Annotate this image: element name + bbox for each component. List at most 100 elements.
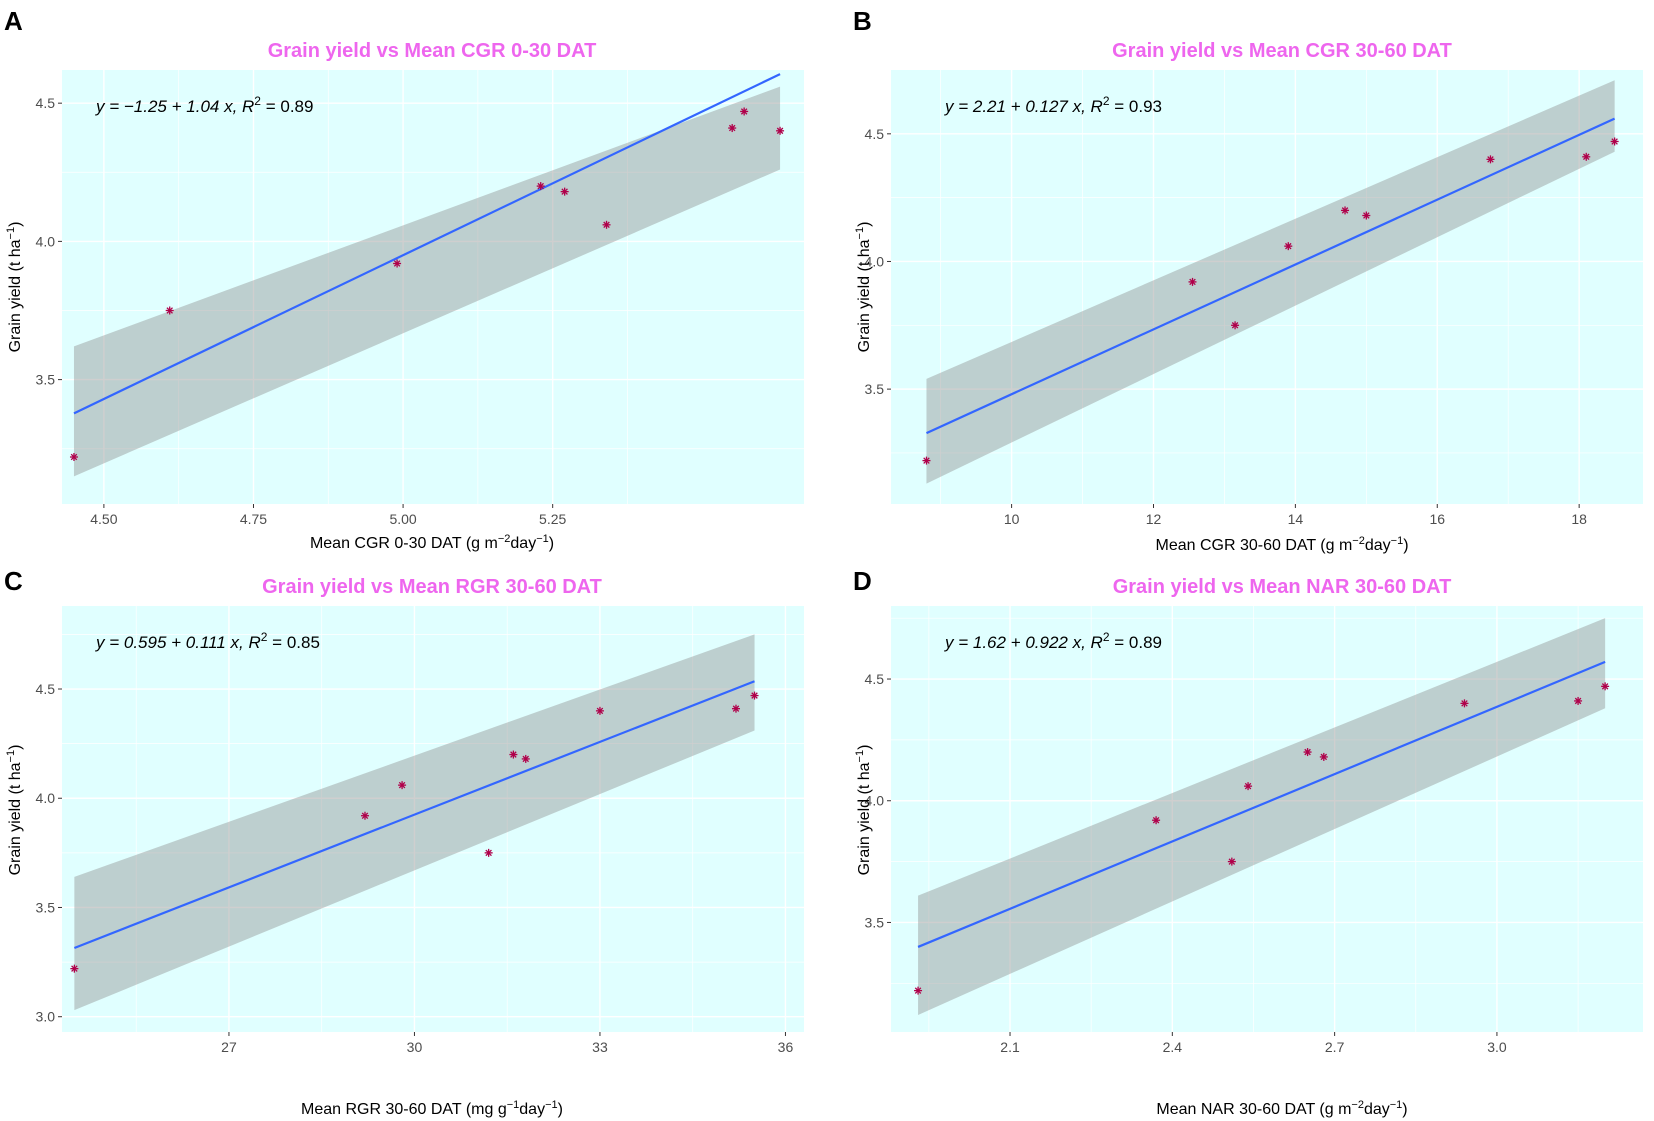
x-tick-label: 12 — [1146, 511, 1162, 527]
panel-a: A Grain yield vs Mean CGR 0-30 DAT 4.50 4… — [0, 0, 827, 560]
x-axis-ticks: 2.1 2.4 2.7 3.0 — [1000, 1032, 1507, 1055]
x-axis-label: Mean NAR 30-60 DAT (g m−2day−1) — [1156, 1099, 1407, 1118]
x-axis-label-mid: day — [1365, 537, 1391, 554]
data-point — [740, 107, 749, 116]
y-axis-label-sup: −1 — [5, 750, 17, 763]
equation-superscript: 2 — [1103, 94, 1110, 108]
regression-equation: y = 1.62 + 0.922 x, R2 = 0.89 — [944, 630, 1162, 652]
y-tick-label: 4.5 — [36, 681, 56, 697]
plot-background — [891, 70, 1643, 504]
x-axis-ticks: 10 12 14 16 18 — [1004, 504, 1587, 527]
data-point — [69, 453, 78, 462]
x-axis-label-mid: day — [1364, 1101, 1390, 1118]
data-point — [1244, 782, 1253, 791]
y-axis-label-end: ) — [7, 745, 24, 750]
data-point — [1460, 699, 1469, 708]
x-tick-label: 18 — [1571, 511, 1587, 527]
x-tick-label: 3.0 — [1487, 1039, 1507, 1055]
panel-letter: A — [4, 6, 23, 36]
plot-background — [62, 606, 804, 1032]
major-gridlines — [891, 70, 1643, 504]
x-axis-label-sup1: −1 — [507, 1099, 520, 1111]
panel-letter: B — [853, 6, 872, 36]
x-tick-label: 2.4 — [1163, 1039, 1183, 1055]
equation-text: y = 1.62 + 0.922 x, R — [944, 633, 1103, 652]
data-point — [484, 848, 493, 857]
x-axis-label-end: ) — [1403, 537, 1408, 554]
plot-background — [62, 70, 804, 504]
panel-letter: C — [4, 566, 23, 596]
x-axis-label-text: Mean CGR 30-60 DAT (g m — [1155, 537, 1352, 554]
data-point — [536, 182, 545, 191]
y-axis-label-end: ) — [856, 222, 873, 227]
data-point — [1227, 857, 1236, 866]
data-point — [728, 124, 737, 133]
y-tick-label: 3.5 — [865, 381, 885, 397]
x-axis-label-mid: day — [510, 535, 536, 552]
data-point — [595, 706, 604, 715]
equation-text: y = −1.25 + 1.04 x, R — [95, 97, 254, 116]
data-point — [398, 781, 407, 790]
y-axis-label: Grain yield (t ha−1) — [5, 745, 24, 876]
y-tick-label: 4.0 — [36, 790, 56, 806]
y-tick-label: 3.5 — [36, 372, 56, 388]
data-points — [70, 691, 759, 973]
equation-text: y = 0.595 + 0.111 x, R — [95, 633, 261, 652]
chart-svg: A Grain yield vs Mean CGR 0-30 DAT 4.50 4… — [4, 6, 804, 552]
chart-svg: B Grain yield vs Mean CGR 30-60 DAT 10 12… — [853, 6, 1643, 554]
y-axis-label-text: Grain yield (t ha — [856, 762, 873, 875]
equation-text: y = 2.21 + 0.127 x, R — [944, 97, 1103, 116]
regression-equation: y = 2.21 + 0.127 x, R2 = 0.93 — [944, 94, 1162, 116]
x-tick-label: 36 — [778, 1039, 794, 1055]
minor-gridlines — [62, 70, 804, 504]
y-tick-label: 3.5 — [36, 899, 56, 915]
major-gridlines — [891, 606, 1643, 1032]
regression-line — [917, 660, 1606, 948]
equation-value: = 0.89 — [1110, 633, 1162, 652]
data-points — [914, 682, 1610, 995]
data-point — [1231, 321, 1240, 330]
y-tick-label: 4.0 — [865, 793, 885, 809]
x-tick-label: 14 — [1288, 511, 1304, 527]
x-tick-label: 27 — [221, 1039, 237, 1055]
x-tick-label: 33 — [592, 1039, 608, 1055]
x-tick-label: 30 — [407, 1039, 423, 1055]
minor-gridlines — [891, 606, 1643, 1032]
x-axis-label-sup2: −1 — [545, 1099, 558, 1111]
data-point — [914, 986, 923, 995]
data-point — [1582, 152, 1591, 161]
y-axis-label: Grain yield (t ha−1) — [854, 222, 873, 353]
major-gridlines — [62, 606, 804, 1032]
y-axis-label: Grain yield (t ha−1) — [5, 222, 24, 353]
regression-line — [73, 680, 755, 950]
data-point — [731, 704, 740, 713]
panel-c: C Grain yield vs Mean RGR 30-60 DAT 27 30… — [0, 560, 827, 1120]
major-gridlines — [62, 70, 804, 504]
x-axis-label-end: ) — [1402, 1101, 1407, 1118]
equation-value: = 0.85 — [267, 633, 319, 652]
x-tick-label: 2.7 — [1325, 1039, 1345, 1055]
equation-superscript: 2 — [254, 94, 261, 108]
y-axis-label-sup: −1 — [854, 227, 866, 240]
y-tick-label: 4.5 — [36, 95, 56, 111]
x-tick-label: 2.1 — [1000, 1039, 1020, 1055]
data-point — [602, 220, 611, 229]
equation-value: = 0.89 — [261, 97, 313, 116]
data-point — [1486, 155, 1495, 164]
x-axis-label-sup1: −2 — [1352, 535, 1365, 547]
data-points — [922, 137, 1619, 465]
y-tick-label: 4.5 — [865, 126, 885, 142]
y-tick-label: 4.0 — [865, 253, 885, 269]
panel-letter: D — [853, 566, 872, 596]
regression-equation: y = −1.25 + 1.04 x, R2 = 0.89 — [95, 94, 313, 116]
chart-title: Grain yield vs Mean CGR 0-30 DAT — [268, 40, 597, 62]
plot-background — [891, 606, 1643, 1032]
confidence-band — [73, 86, 781, 477]
y-tick-label: 3.0 — [36, 1009, 56, 1025]
equation-superscript: 2 — [261, 630, 268, 644]
y-axis-label-text: Grain yield (t ha — [7, 762, 24, 875]
x-axis-ticks: 4.50 4.75 5.00 5.25 — [90, 504, 567, 527]
x-tick-label: 10 — [1004, 511, 1020, 527]
x-axis-label: Mean CGR 0-30 DAT (g m−2day−1) — [310, 533, 554, 552]
